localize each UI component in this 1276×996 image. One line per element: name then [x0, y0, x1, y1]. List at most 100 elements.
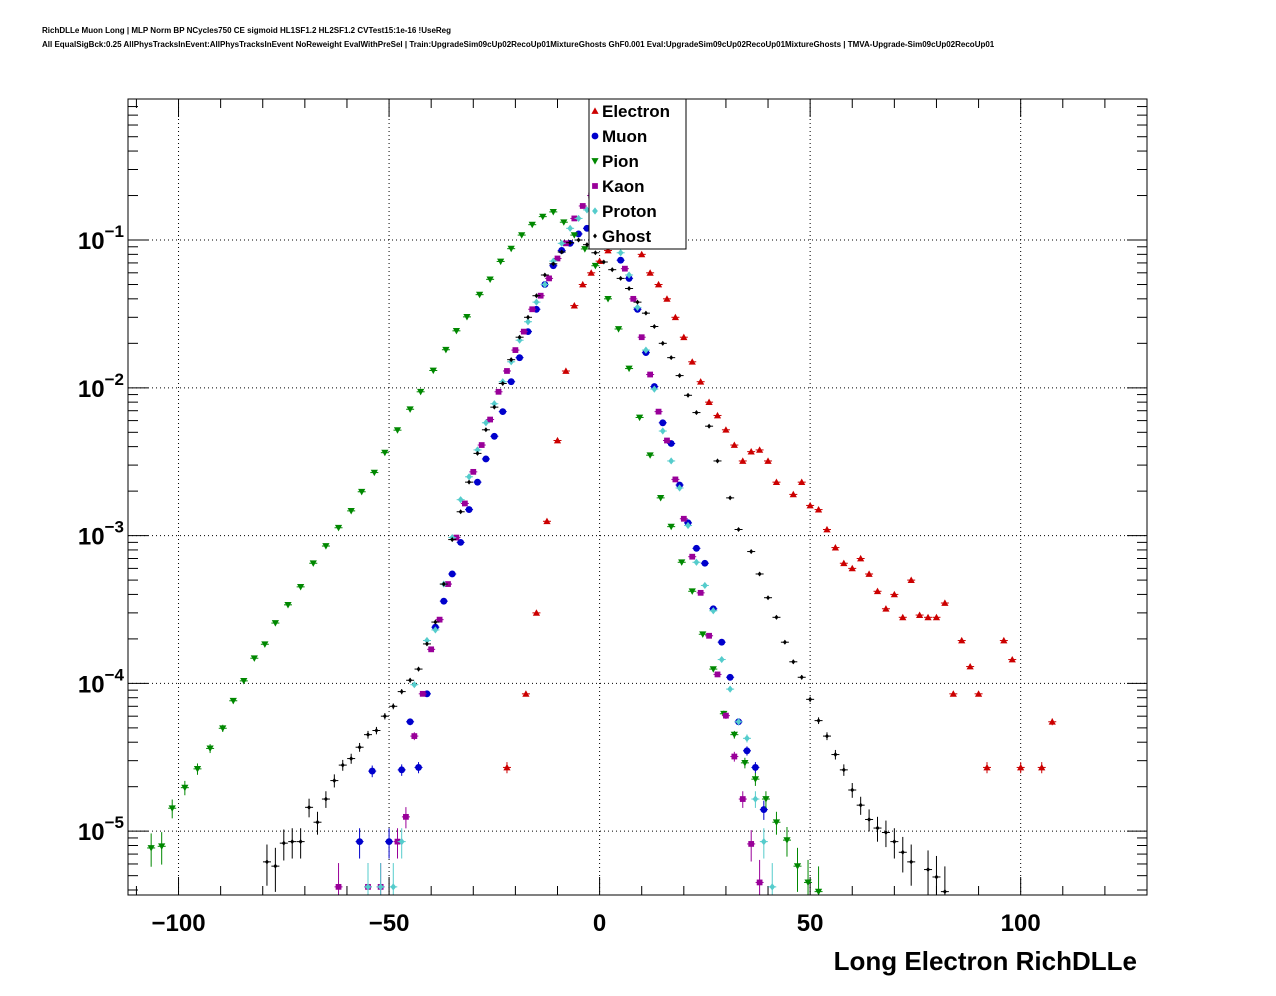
- data-point-pion: [635, 414, 644, 422]
- data-point-electron: [688, 358, 697, 365]
- data-point-ghost: [456, 509, 465, 515]
- legend-marker: [591, 132, 599, 140]
- data-point-pion: [284, 601, 293, 609]
- series-proton: [364, 202, 777, 895]
- data-point-electron: [713, 411, 722, 419]
- data-point-muon: [700, 559, 709, 567]
- data-point-ghost: [940, 866, 949, 895]
- data-point-muon: [481, 455, 490, 463]
- data-point-electron: [890, 590, 899, 598]
- data-point-ghost: [355, 742, 364, 752]
- data-point-proton: [465, 473, 474, 481]
- data-point-pion: [429, 367, 438, 375]
- data-point-electron: [865, 570, 874, 577]
- data-point-kaon: [334, 863, 343, 895]
- data-point-pion: [677, 559, 686, 566]
- data-point-proton: [364, 863, 373, 895]
- data-point-proton: [481, 419, 490, 427]
- data-point-ghost: [591, 250, 600, 256]
- data-point-pion: [772, 811, 781, 835]
- data-point-electron: [999, 636, 1008, 644]
- data-point-electron: [578, 280, 587, 288]
- data-point-electron: [502, 762, 511, 774]
- data-point-pion: [730, 730, 739, 739]
- data-point-ghost: [515, 334, 524, 340]
- y-tick-label: 10−1: [78, 222, 124, 255]
- x-axis-title: Long Electron RichDLLe: [834, 946, 1137, 976]
- data-point-pion: [667, 523, 676, 531]
- data-point-proton: [692, 558, 701, 566]
- data-point-ghost: [848, 783, 857, 798]
- data-point-ghost: [364, 730, 373, 739]
- data-point-pion: [462, 313, 471, 321]
- data-point-kaon: [629, 295, 638, 302]
- data-point-electron: [898, 613, 907, 621]
- data-point-electron: [721, 426, 730, 433]
- data-point-kaon: [494, 388, 503, 395]
- data-point-muon: [692, 544, 701, 552]
- data-point-pion: [441, 346, 450, 354]
- data-point-electron: [561, 367, 570, 374]
- data-point-ghost: [839, 764, 848, 776]
- data-point-proton: [658, 427, 667, 435]
- data-point-pion: [709, 666, 718, 673]
- data-point-proton: [717, 655, 726, 664]
- data-point-pion: [570, 232, 579, 239]
- data-point-kaon: [401, 807, 410, 829]
- data-point-electron: [814, 505, 823, 513]
- data-point-pion: [793, 847, 802, 892]
- data-point-ghost: [330, 774, 339, 788]
- data-point-muon: [439, 597, 448, 605]
- data-point-ghost: [633, 299, 642, 305]
- data-point-muon: [751, 762, 760, 774]
- data-point-kaon: [721, 712, 730, 719]
- data-point-electron: [542, 517, 551, 525]
- data-point-ghost: [481, 427, 490, 433]
- data-point-electron: [679, 333, 688, 341]
- data-point-ghost: [262, 844, 271, 886]
- data-point-kaon: [469, 468, 478, 475]
- data-point-pion: [740, 757, 749, 769]
- data-point-muon: [616, 256, 625, 264]
- data-point-electron: [806, 501, 815, 509]
- data-point-electron: [747, 448, 756, 455]
- data-point-proton: [726, 685, 735, 693]
- data-point-ghost: [490, 404, 499, 410]
- data-point-pion: [625, 365, 634, 373]
- data-point-kaon: [418, 690, 427, 697]
- data-point-pion: [538, 213, 547, 221]
- data-point-pion: [271, 620, 280, 627]
- data-point-kaon: [545, 275, 554, 282]
- data-point-kaon: [519, 328, 528, 335]
- data-point-kaon: [637, 334, 646, 341]
- data-point-pion: [250, 655, 259, 662]
- data-point-ghost: [650, 323, 659, 330]
- y-tick-label: 10−3: [78, 518, 124, 551]
- data-point-proton: [473, 446, 482, 454]
- data-point-pion: [206, 744, 215, 754]
- data-point-ghost: [924, 850, 933, 895]
- legend: Electron Muon Pion Kaon Proton Ghost: [588, 98, 687, 250]
- data-point-proton: [389, 863, 398, 895]
- data-point-pion: [486, 276, 495, 283]
- data-point-proton: [768, 863, 777, 895]
- data-point-electron: [587, 269, 596, 276]
- data-point-muon: [507, 378, 516, 386]
- legend-item-pion: Pion: [591, 152, 639, 171]
- data-point-electron: [764, 457, 773, 464]
- data-point-ghost: [422, 641, 431, 647]
- data-point-proton: [397, 828, 406, 859]
- data-point-electron: [848, 564, 857, 572]
- data-point-ghost: [881, 820, 890, 848]
- data-point-pion: [452, 327, 461, 335]
- data-point-proton: [557, 239, 566, 247]
- data-point-pion: [393, 427, 402, 434]
- data-point-kaon: [671, 476, 680, 483]
- data-point-electron: [907, 576, 916, 583]
- data-point-kaon: [578, 203, 587, 209]
- data-point-electron: [755, 446, 764, 453]
- data-point-pion: [496, 258, 505, 266]
- data-point-muon: [473, 478, 482, 486]
- data-point-pion: [157, 832, 166, 865]
- legend-marker: [593, 233, 597, 239]
